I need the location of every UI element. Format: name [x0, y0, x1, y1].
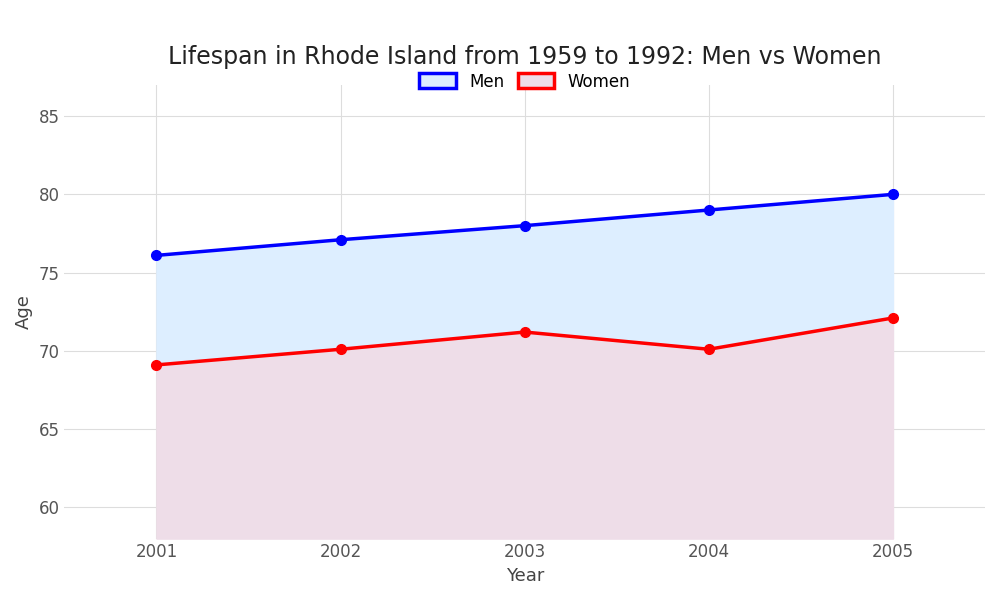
Line: Men: Men [152, 190, 898, 260]
Men [887, 191, 899, 198]
Women [887, 314, 899, 322]
Title: Lifespan in Rhode Island from 1959 to 1992: Men vs Women: Lifespan in Rhode Island from 1959 to 19… [168, 45, 881, 69]
Women [703, 346, 715, 353]
Women [335, 346, 347, 353]
Women [150, 361, 162, 368]
Men [150, 252, 162, 259]
Y-axis label: Age: Age [15, 294, 33, 329]
Men [335, 236, 347, 244]
Men [519, 222, 531, 229]
Line: Women: Women [152, 313, 898, 370]
Men [703, 206, 715, 214]
Women [519, 328, 531, 335]
Legend: Men, Women: Men, Women [413, 66, 637, 97]
X-axis label: Year: Year [506, 567, 544, 585]
